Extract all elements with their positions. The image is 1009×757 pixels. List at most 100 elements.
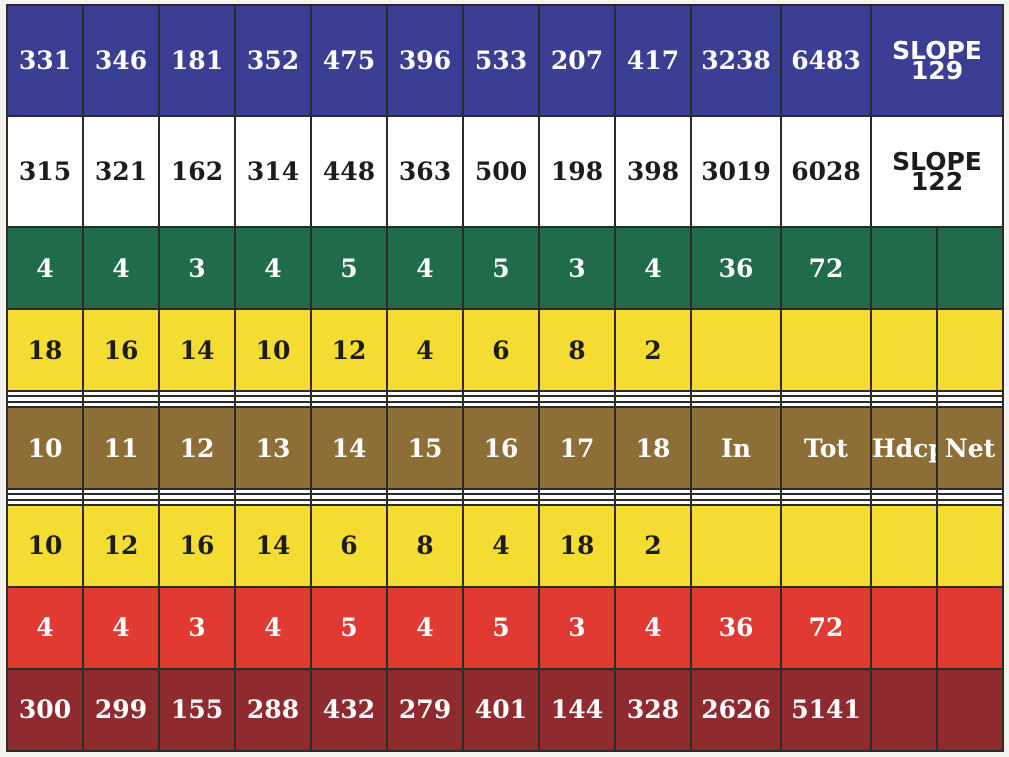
score-entry-cell[interactable] (82, 395, 160, 403)
score-entry-cell[interactable] (310, 390, 388, 398)
in-total-cell: 3019 (690, 115, 782, 229)
score-entry-cell[interactable] (538, 487, 616, 496)
score-entry-cell[interactable] (462, 487, 540, 496)
grand-total-cell[interactable] (780, 493, 872, 501)
score-entry-cell[interactable] (538, 400, 616, 409)
score-entry-cell[interactable] (538, 390, 616, 398)
grand-total-cell[interactable] (780, 498, 872, 506)
in-total-cell[interactable] (690, 395, 782, 403)
score-entry-cell[interactable] (234, 493, 312, 501)
yardage-cell: 144 (538, 667, 616, 753)
score-entry-cell[interactable] (462, 390, 540, 398)
grand-total-cell (780, 503, 872, 588)
net-cell[interactable] (935, 390, 1005, 398)
hdcp-header-cell: Hdcp (870, 406, 938, 491)
grand-total-cell[interactable] (780, 395, 872, 403)
score-entry-cell[interactable] (158, 390, 236, 398)
score-entry-cell[interactable] (234, 487, 312, 496)
score-entry-cell[interactable] (538, 395, 616, 403)
score-entry-cell[interactable] (386, 395, 464, 403)
hole-number-cell: 13 (234, 406, 312, 491)
score-entry-cell[interactable] (614, 493, 692, 501)
score-entry-cell[interactable] (614, 400, 692, 409)
score-entry-cell[interactable] (386, 390, 464, 398)
yardage-cell: 331 (6, 3, 84, 118)
handicap-cell: 14 (234, 503, 312, 588)
hdcp-cell[interactable] (870, 487, 938, 496)
yardage-cell: 321 (82, 115, 160, 229)
score-entry-cell[interactable] (310, 498, 388, 506)
grand-total-cell[interactable] (780, 390, 872, 398)
score-entry-cell[interactable] (82, 498, 160, 506)
score-entry-cell[interactable] (538, 493, 616, 501)
score-entry-cell[interactable] (158, 400, 236, 409)
slope-label: SLOPE (892, 146, 982, 176)
score-entry-cell[interactable] (614, 395, 692, 403)
grand-total-cell: 6028 (780, 115, 872, 229)
par-cell: 4 (82, 226, 160, 311)
score-entry-cell[interactable] (310, 493, 388, 501)
score-entry-cell[interactable] (386, 498, 464, 506)
score-entry-cell[interactable] (158, 487, 236, 496)
in-total-cell[interactable] (690, 493, 782, 501)
score-entry-cell[interactable] (158, 395, 236, 403)
score-entry-cell[interactable] (6, 493, 84, 501)
score-entry-cell[interactable] (462, 493, 540, 501)
net-cell[interactable] (935, 400, 1005, 409)
score-entry-cell[interactable] (82, 390, 160, 398)
score-entry-cell[interactable] (6, 487, 84, 496)
score-entry-cell[interactable] (310, 395, 388, 403)
hdcp-cell[interactable] (870, 493, 938, 501)
score-entry-cell[interactable] (386, 487, 464, 496)
score-entry-cell[interactable] (386, 493, 464, 501)
score-entry-cell[interactable] (234, 395, 312, 403)
net-cell[interactable] (935, 498, 1005, 506)
score-entry-cell[interactable] (6, 395, 84, 403)
score-entry-cell[interactable] (462, 400, 540, 409)
par-cell: 3 (538, 226, 616, 311)
net-cell[interactable] (935, 493, 1005, 501)
hdcp-cell[interactable] (870, 390, 938, 398)
score-entry-cell[interactable] (538, 498, 616, 506)
grand-total-cell[interactable] (780, 400, 872, 409)
score-entry-cell[interactable] (82, 400, 160, 409)
in-total-cell: 2626 (690, 667, 782, 753)
score-entry-cell[interactable] (82, 493, 160, 501)
net-cell (935, 667, 1005, 753)
score-entry-cell[interactable] (158, 498, 236, 506)
hdcp-cell (870, 226, 938, 311)
handicap-cell: 18 (6, 308, 84, 393)
handicap-cell: 16 (82, 308, 160, 393)
score-entry-cell[interactable] (6, 498, 84, 506)
net-cell[interactable] (935, 487, 1005, 496)
score-entry-cell[interactable] (6, 390, 84, 398)
yardage-cell: 363 (386, 115, 464, 229)
score-entry-cell[interactable] (234, 498, 312, 506)
score-entry-cell[interactable] (386, 400, 464, 409)
in-total-cell[interactable] (690, 498, 782, 506)
in-total-cell[interactable] (690, 487, 782, 496)
score-entry-cell[interactable] (234, 400, 312, 409)
hdcp-cell[interactable] (870, 400, 938, 409)
score-entry-cell[interactable] (614, 487, 692, 496)
score-entry-cell[interactable] (310, 400, 388, 409)
hdcp-cell[interactable] (870, 498, 938, 506)
score-entry-cell[interactable] (614, 390, 692, 398)
score-entry-cell[interactable] (234, 390, 312, 398)
yellow-handicap-row: 18 16 14 10 12 4 6 8 2 (6, 308, 1005, 393)
slope-value: 129 (910, 55, 964, 85)
score-entry-cell[interactable] (462, 498, 540, 506)
score-entry-cell[interactable] (6, 400, 84, 409)
in-total-cell[interactable] (690, 400, 782, 409)
score-entry-cell[interactable] (158, 493, 236, 501)
hdcp-cell (870, 308, 938, 393)
score-entry-cell[interactable] (614, 498, 692, 506)
hdcp-cell[interactable] (870, 395, 938, 403)
grand-total-cell[interactable] (780, 487, 872, 496)
score-entry-cell[interactable] (82, 487, 160, 496)
score-entry-cell[interactable] (462, 395, 540, 403)
score-entry-cell[interactable] (310, 487, 388, 496)
net-cell[interactable] (935, 395, 1005, 403)
red-tees-row: 300 299 155 288 432 279 401 144 328 2626… (6, 667, 1005, 753)
in-total-cell[interactable] (690, 390, 782, 398)
